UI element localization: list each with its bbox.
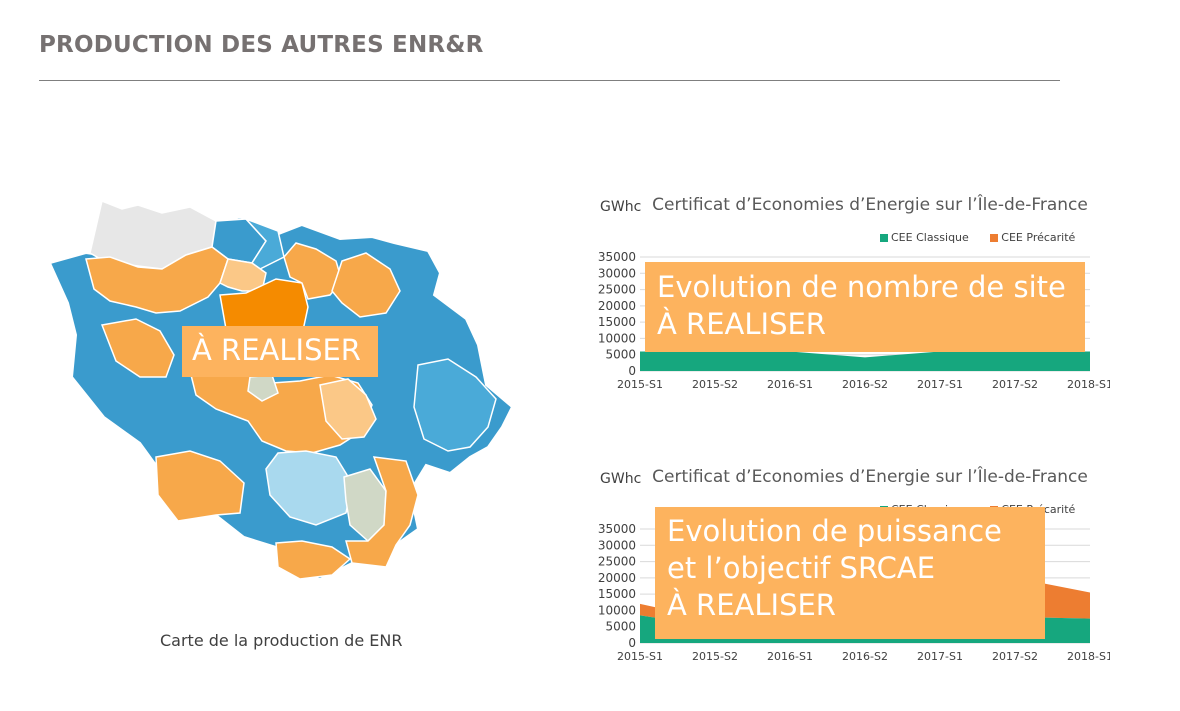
x-tick-label: 2015-S2 [692,650,738,663]
series-area-cee-classique [640,351,1090,371]
map-todo-overlay: À REALISER [182,326,378,377]
map-region [219,258,267,292]
chart-1-unit: GWhc [600,199,642,215]
legend-label: CEE Classique [891,231,969,244]
page-title: PRODUCTION DES AUTRES ENR&R [39,32,484,58]
title-divider [39,80,1060,81]
x-tick-label: 2016-S1 [767,378,813,391]
region-map [48,199,514,581]
map-region [319,378,377,440]
x-tick-label: 2015-S1 [617,650,663,663]
x-tick-label: 2018-S1 [1067,650,1110,663]
x-tick-label: 2016-S1 [767,650,813,663]
x-tick-label: 2016-S2 [842,650,888,663]
y-tick-label: 20000 [598,299,636,313]
chart-2-todo-overlay: Evolution de puissance et l’objectif SRC… [655,507,1045,639]
y-tick-label: 0 [628,636,636,650]
legend-label: CEE Précarité [1001,231,1076,244]
y-tick-label: 10000 [598,331,636,345]
legend-item-classique: CEE Classique [880,231,969,244]
y-tick-label: 0 [628,364,636,378]
chart-2-unit: GWhc [600,471,642,487]
map-region [155,450,245,522]
map-region [265,450,353,526]
map-region [345,456,419,568]
y-tick-label: 10000 [598,603,636,617]
chart-2-title: Certificat d’Economies d’Energie sur l’Î… [652,467,1088,487]
x-tick-label: 2017-S2 [992,378,1038,391]
map-region [275,540,352,580]
y-tick-label: 35000 [598,250,636,264]
x-tick-label: 2017-S2 [992,650,1038,663]
y-tick-label: 20000 [598,571,636,585]
x-tick-label: 2015-S2 [692,378,738,391]
y-tick-label: 25000 [598,555,636,569]
y-tick-label: 30000 [598,538,636,552]
x-tick-label: 2016-S2 [842,378,888,391]
y-tick-label: 5000 [605,348,636,362]
chart-1-legend: CEE Classique CEE Précarité [880,231,1093,244]
x-tick-label: 2018-S1 [1067,378,1110,391]
map-region [331,252,401,318]
y-tick-label: 15000 [598,315,636,329]
y-tick-label: 5000 [605,620,636,634]
x-tick-label: 2015-S1 [617,378,663,391]
map-caption: Carte de la production de ENR [160,631,403,650]
legend-swatch [880,234,888,242]
chart-1-title: Certificat d’Economies d’Energie sur l’Î… [652,195,1088,215]
legend-item-precarite: CEE Précarité [990,231,1075,244]
map-region [413,358,497,452]
y-tick-label: 15000 [598,587,636,601]
y-tick-label: 25000 [598,283,636,297]
cee-chart-1: 0 5000 10000 15000 20000 25000 30000 35000 2015-… [590,185,1110,405]
chart-1-todo-overlay: Evolution de nombre de site À REALISER [645,262,1085,352]
x-tick-label: 2017-S1 [917,650,963,663]
legend-swatch [990,234,999,242]
cee-chart-2: 0 5000 10000 15000 20000 25000 30000 35000 2015-… [590,457,1110,677]
y-tick-label: 35000 [598,522,636,536]
map-region [100,318,175,378]
x-tick-label: 2017-S1 [917,378,963,391]
y-tick-label: 30000 [598,266,636,280]
